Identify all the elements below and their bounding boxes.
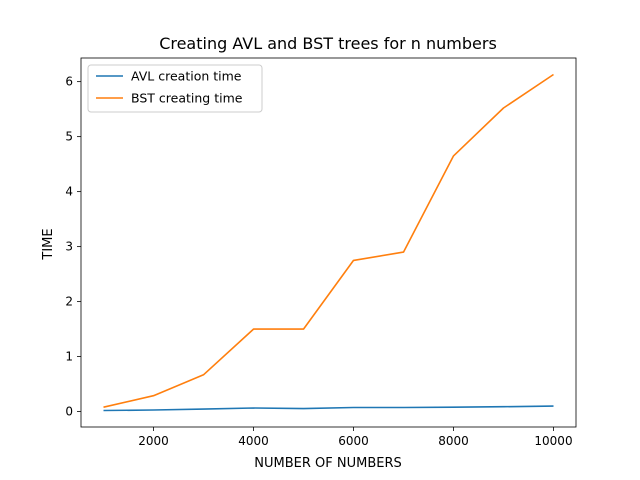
x-tick-label: 2000 <box>138 434 169 448</box>
x-tick-label: 8000 <box>438 434 469 448</box>
x-tick-label: 10000 <box>534 434 572 448</box>
plot-frame <box>80 57 577 428</box>
series-line-avl <box>103 405 554 412</box>
legend-box <box>87 64 263 113</box>
y-tick-label: 5 <box>65 130 73 144</box>
legend-label: AVL creation time <box>131 69 242 84</box>
chart-title: Creating AVL and BST trees for n numbers <box>159 34 497 53</box>
y-tick-label: 6 <box>65 75 73 89</box>
legend: AVL creation time BST creating time <box>87 64 263 113</box>
y-axis-label: TIME <box>41 228 56 260</box>
series-line-bst <box>103 73 554 408</box>
x-axis-label: NUMBER OF NUMBERS <box>254 456 401 471</box>
y-tick-label: 0 <box>65 405 73 419</box>
y-tick-label: 1 <box>65 350 73 364</box>
y-tick-label: 3 <box>65 240 73 254</box>
y-tick-label: 4 <box>65 185 73 199</box>
y-tick-label: 2 <box>65 295 73 309</box>
plot-area: 2000 4000 6000 8000 10000 0 1 2 3 4 5 6 <box>65 57 577 448</box>
x-tick-label: 6000 <box>338 434 369 448</box>
x-tick-label: 4000 <box>238 434 269 448</box>
legend-label: BST creating time <box>131 91 243 106</box>
